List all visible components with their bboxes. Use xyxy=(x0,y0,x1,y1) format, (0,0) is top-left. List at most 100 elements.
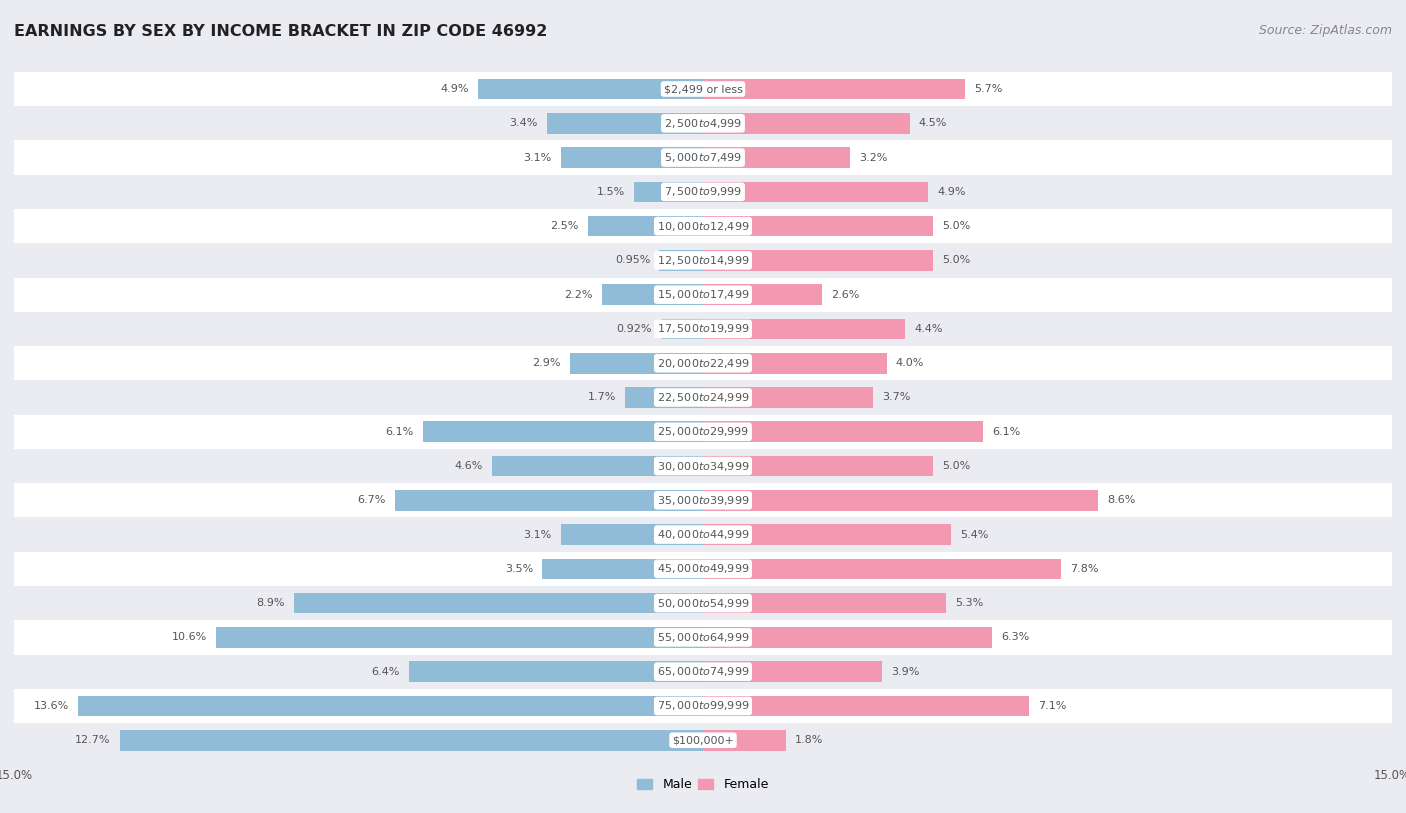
Text: Source: ZipAtlas.com: Source: ZipAtlas.com xyxy=(1258,24,1392,37)
Text: 3.1%: 3.1% xyxy=(523,153,551,163)
Text: $7,500 to $9,999: $7,500 to $9,999 xyxy=(664,185,742,198)
Bar xyxy=(624,387,703,408)
Bar xyxy=(659,250,703,271)
Text: $5,000 to $7,499: $5,000 to $7,499 xyxy=(664,151,742,164)
Bar xyxy=(703,662,882,682)
Bar xyxy=(569,353,703,373)
Bar xyxy=(478,79,703,99)
Text: 5.0%: 5.0% xyxy=(942,255,970,265)
Text: 6.4%: 6.4% xyxy=(371,667,399,676)
Bar xyxy=(14,586,1392,620)
Text: EARNINGS BY SEX BY INCOME BRACKET IN ZIP CODE 46992: EARNINGS BY SEX BY INCOME BRACKET IN ZIP… xyxy=(14,24,547,39)
Bar xyxy=(547,113,703,133)
Text: 5.0%: 5.0% xyxy=(942,221,970,231)
Text: 3.9%: 3.9% xyxy=(891,667,920,676)
Text: 5.7%: 5.7% xyxy=(974,84,1002,94)
Bar xyxy=(703,387,873,408)
Text: 7.8%: 7.8% xyxy=(1070,564,1099,574)
Text: $100,000+: $100,000+ xyxy=(672,735,734,746)
Bar xyxy=(703,730,786,750)
Text: $10,000 to $12,499: $10,000 to $12,499 xyxy=(657,220,749,233)
Bar xyxy=(14,312,1392,346)
Text: 6.7%: 6.7% xyxy=(357,495,387,506)
Text: 4.5%: 4.5% xyxy=(920,119,948,128)
Bar xyxy=(703,215,932,237)
Bar xyxy=(661,319,703,339)
Bar xyxy=(703,285,823,305)
Text: 5.4%: 5.4% xyxy=(960,529,988,540)
Bar xyxy=(14,689,1392,723)
Bar xyxy=(14,243,1392,277)
Bar xyxy=(120,730,703,750)
Text: 8.9%: 8.9% xyxy=(256,598,285,608)
Text: 4.0%: 4.0% xyxy=(896,359,924,368)
Text: $25,000 to $29,999: $25,000 to $29,999 xyxy=(657,425,749,438)
Bar xyxy=(14,346,1392,380)
Bar xyxy=(14,72,1392,107)
Bar xyxy=(703,319,905,339)
Text: 7.1%: 7.1% xyxy=(1038,701,1067,711)
Text: 2.5%: 2.5% xyxy=(551,221,579,231)
Text: 4.6%: 4.6% xyxy=(454,461,482,471)
Bar xyxy=(14,415,1392,449)
Text: 6.1%: 6.1% xyxy=(993,427,1021,437)
Text: 10.6%: 10.6% xyxy=(172,633,207,642)
Bar xyxy=(561,147,703,167)
Text: 2.2%: 2.2% xyxy=(564,289,593,300)
Bar xyxy=(14,380,1392,415)
Bar xyxy=(703,181,928,202)
Bar xyxy=(14,277,1392,312)
Text: 1.8%: 1.8% xyxy=(794,735,824,746)
Text: $12,500 to $14,999: $12,500 to $14,999 xyxy=(657,254,749,267)
Bar xyxy=(14,620,1392,654)
Text: 6.3%: 6.3% xyxy=(1001,633,1029,642)
Text: 12.7%: 12.7% xyxy=(75,735,111,746)
Bar xyxy=(395,490,703,511)
Bar xyxy=(703,559,1062,579)
Text: $30,000 to $34,999: $30,000 to $34,999 xyxy=(657,459,749,472)
Bar xyxy=(703,250,932,271)
Text: 0.95%: 0.95% xyxy=(614,255,650,265)
Bar xyxy=(703,113,910,133)
Text: $50,000 to $54,999: $50,000 to $54,999 xyxy=(657,597,749,610)
Bar xyxy=(14,107,1392,141)
Bar xyxy=(703,696,1029,716)
Bar xyxy=(703,456,932,476)
Bar xyxy=(634,181,703,202)
Bar xyxy=(602,285,703,305)
Text: 3.5%: 3.5% xyxy=(505,564,533,574)
Bar xyxy=(423,421,703,442)
Text: 5.0%: 5.0% xyxy=(942,461,970,471)
Bar xyxy=(409,662,703,682)
Bar xyxy=(14,449,1392,483)
Bar xyxy=(703,421,983,442)
Bar xyxy=(79,696,703,716)
Text: 3.4%: 3.4% xyxy=(509,119,537,128)
Bar xyxy=(14,654,1392,689)
Bar xyxy=(14,723,1392,758)
Text: $22,500 to $24,999: $22,500 to $24,999 xyxy=(657,391,749,404)
Text: $15,000 to $17,499: $15,000 to $17,499 xyxy=(657,288,749,301)
Text: $55,000 to $64,999: $55,000 to $64,999 xyxy=(657,631,749,644)
Bar xyxy=(543,559,703,579)
Text: 1.7%: 1.7% xyxy=(588,393,616,402)
Text: $40,000 to $44,999: $40,000 to $44,999 xyxy=(657,528,749,541)
Bar xyxy=(294,593,703,614)
Text: $20,000 to $22,499: $20,000 to $22,499 xyxy=(657,357,749,370)
Text: $65,000 to $74,999: $65,000 to $74,999 xyxy=(657,665,749,678)
Text: 3.7%: 3.7% xyxy=(882,393,911,402)
Bar xyxy=(14,552,1392,586)
Text: 4.9%: 4.9% xyxy=(938,187,966,197)
Text: 2.9%: 2.9% xyxy=(531,359,561,368)
Text: 2.6%: 2.6% xyxy=(831,289,860,300)
Text: $45,000 to $49,999: $45,000 to $49,999 xyxy=(657,563,749,576)
Bar xyxy=(703,524,950,545)
Bar xyxy=(703,147,851,167)
Bar xyxy=(492,456,703,476)
Legend: Male, Female: Male, Female xyxy=(633,773,773,797)
Bar xyxy=(14,483,1392,517)
Bar xyxy=(703,79,965,99)
Text: $2,499 or less: $2,499 or less xyxy=(664,84,742,94)
Text: 4.9%: 4.9% xyxy=(440,84,468,94)
Bar xyxy=(561,524,703,545)
